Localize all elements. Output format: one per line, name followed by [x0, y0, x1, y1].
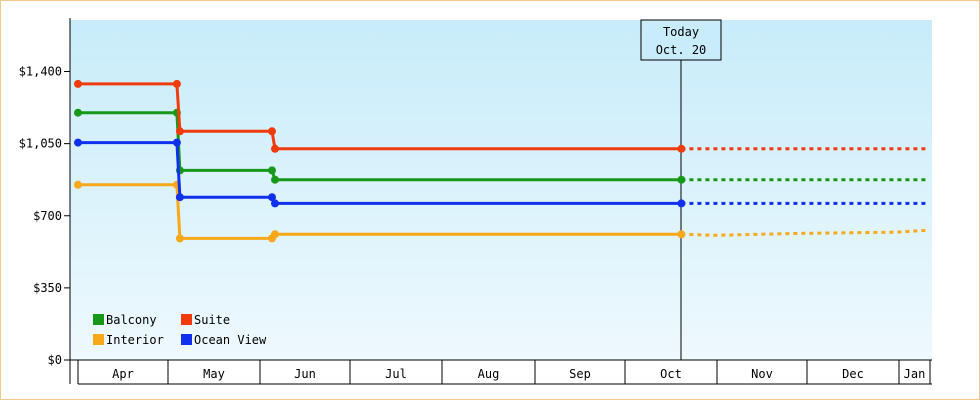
plot-area [70, 20, 932, 360]
legend-swatch-suite [181, 314, 192, 325]
today-label: Today [663, 25, 699, 39]
data-point[interactable] [175, 234, 184, 243]
series-ocean-view [74, 138, 929, 208]
legend-label-ocean-view: Ocean View [194, 333, 267, 347]
data-point[interactable] [175, 127, 184, 136]
x-tick-label: Sep [569, 367, 591, 381]
legend-label-interior: Interior [106, 333, 164, 347]
y-tick-label: $700 [33, 209, 62, 223]
data-point[interactable] [74, 108, 82, 117]
forecast-line-interior [681, 228, 930, 237]
legend: Balcony Suite Interior Ocean View [93, 313, 267, 347]
data-point[interactable] [677, 230, 686, 239]
data-point[interactable] [677, 175, 686, 184]
x-tick-label: May [203, 367, 225, 381]
data-point[interactable] [268, 127, 276, 136]
data-point[interactable] [172, 138, 181, 147]
data-point[interactable] [74, 79, 82, 88]
x-tick-label: Aug [478, 367, 500, 381]
today-date-label: Oct. 20 [656, 43, 707, 57]
data-point[interactable] [268, 166, 276, 175]
x-tick-label: Nov [751, 367, 773, 381]
data-point[interactable] [677, 144, 686, 153]
data-point[interactable] [271, 144, 279, 153]
y-tick-label: $350 [33, 281, 62, 295]
series-line-balcony [78, 111, 682, 182]
legend-swatch-interior [93, 334, 104, 345]
legend-swatch-ocean-view [181, 334, 192, 345]
legend-label-suite: Suite [194, 313, 230, 327]
data-point[interactable] [172, 79, 181, 88]
y-tick-label: $1,400 [19, 65, 62, 79]
x-tick-label: Dec [842, 367, 864, 381]
data-point[interactable] [74, 138, 82, 147]
series-line-suite [78, 82, 682, 151]
legend-label-balcony: Balcony [106, 313, 157, 327]
x-tick-label: Oct [660, 367, 682, 381]
data-point[interactable] [271, 175, 279, 184]
data-point[interactable] [677, 199, 686, 208]
series-line-interior [78, 183, 682, 240]
data-point[interactable] [175, 193, 184, 202]
data-point[interactable] [271, 199, 279, 208]
data-point[interactable] [271, 230, 279, 239]
x-tick-label: Jun [294, 367, 316, 381]
data-point[interactable] [74, 180, 82, 189]
x-tick-label: Apr [112, 367, 134, 381]
x-tick-label: Jul [385, 367, 407, 381]
legend-swatch-balcony [93, 314, 104, 325]
today-box [640, 19, 722, 61]
y-tick-label: $0 [48, 353, 62, 367]
series-line-ocean-view [78, 141, 682, 205]
data-point[interactable] [268, 193, 276, 202]
x-tick-label: Jan [904, 367, 926, 381]
y-tick-label: $1,050 [19, 137, 62, 151]
series-suite [74, 79, 929, 153]
